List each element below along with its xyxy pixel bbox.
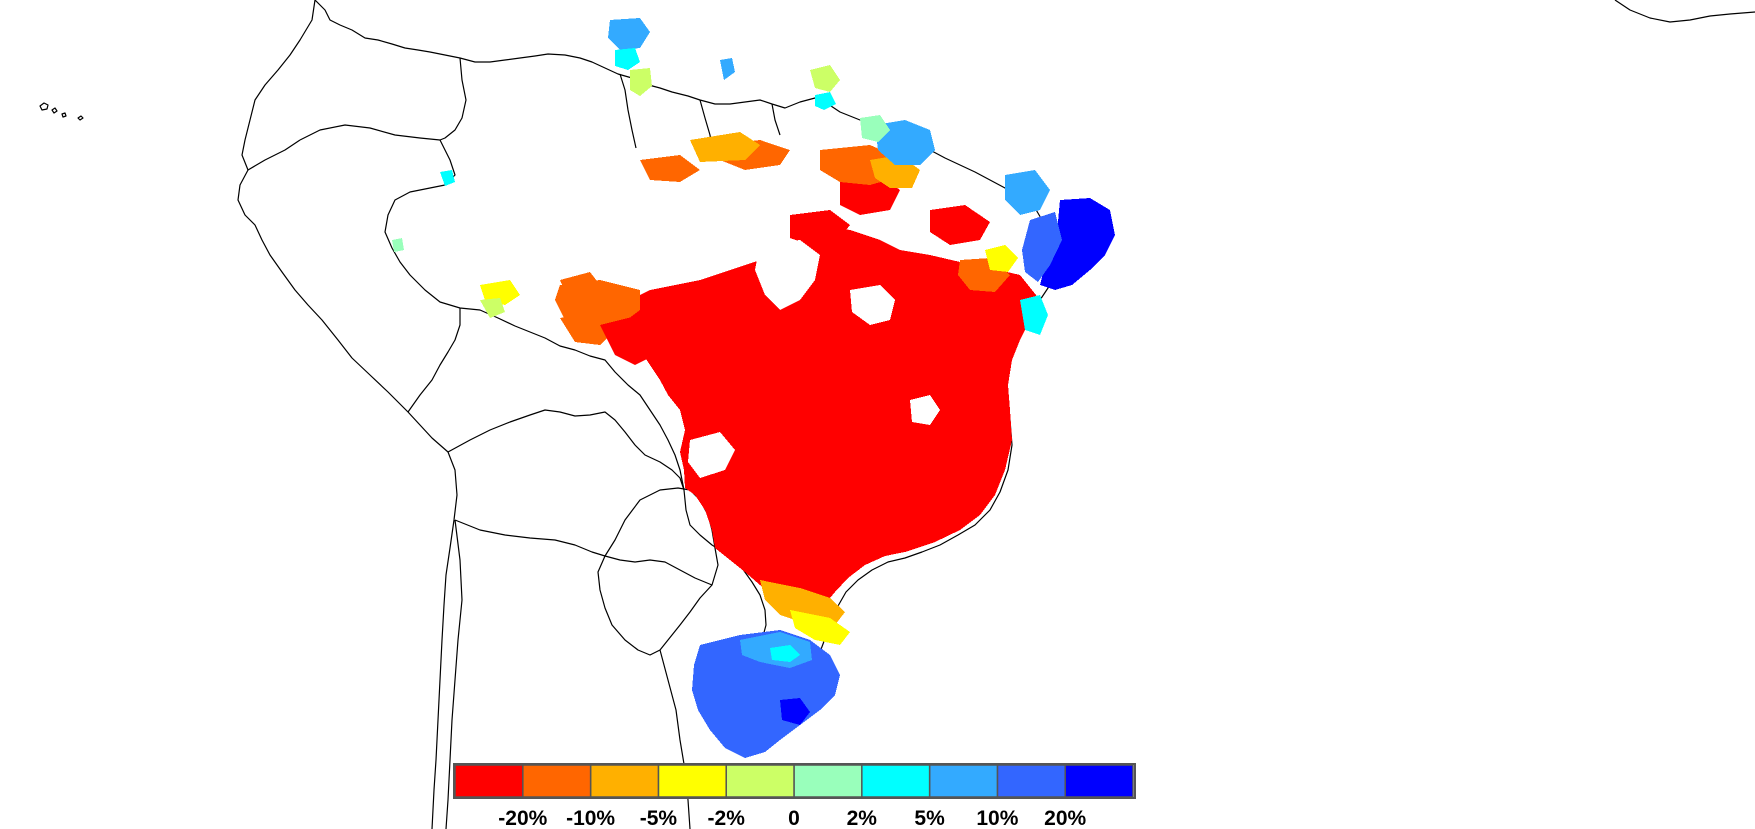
field-red-north2 (840, 175, 900, 215)
field-yellow-ne (985, 245, 1018, 272)
field-red-north (790, 210, 850, 245)
field-yellowgreen-guyana (630, 68, 652, 96)
brazil-west-border (384, 139, 767, 745)
field-yellow-band (790, 610, 850, 645)
field-darkblue-south (780, 698, 810, 725)
french-guiana-border (771, 103, 781, 136)
field-red-ne (930, 205, 990, 245)
legend-label: 20% (1044, 807, 1086, 829)
field-white-hole-1 (755, 240, 820, 310)
legend-label: 10% (976, 807, 1018, 829)
color-legend: -20% -10% -5% -2% 0 2% 5% 10% 20% (453, 763, 1136, 829)
ecuador-border (247, 139, 301, 171)
field-cyan-amazon (440, 170, 455, 186)
field-white-hole-2 (850, 285, 895, 325)
legend-swatch (793, 764, 863, 798)
field-yellowgreen-amazon (480, 298, 505, 318)
legend-label: -5% (640, 807, 678, 829)
paraguay-border (597, 487, 719, 656)
guyana-border (619, 73, 637, 149)
country-borders (39, 0, 1755, 829)
field-lightblue-ne (1005, 170, 1050, 215)
field-orange-amazon-2 (640, 155, 700, 182)
field-cyan-guyana (615, 48, 640, 70)
colombia-peru-border (299, 124, 441, 141)
field-cyan-south (770, 645, 800, 662)
galapagos-islands (39, 102, 84, 121)
argentina-border (445, 519, 463, 829)
field-blue-ne (1040, 198, 1115, 290)
legend-swatch (725, 764, 795, 798)
field-orange-amazon-3 (560, 272, 600, 295)
field-midblue-ne (1022, 212, 1062, 282)
field-yellowgreen-amapa (810, 65, 840, 92)
field-orange-amazon-1 (690, 132, 760, 162)
field-yellow-amazon (480, 280, 520, 305)
legend-swatch (861, 764, 931, 798)
bolivia-border (447, 409, 685, 491)
west-coastline (237, 0, 458, 829)
field-orange-acre (560, 312, 615, 345)
legend-swatch (996, 764, 1066, 798)
legend-label: 5% (914, 807, 945, 829)
legend-swatch (657, 764, 727, 798)
field-cyan-ne (1020, 295, 1048, 335)
africa-coastline (1614, 0, 1755, 23)
field-lightblue-north (875, 120, 935, 165)
legend-label: -20% (498, 807, 547, 829)
legend-swatch (522, 764, 592, 798)
legend-swatch (589, 764, 660, 798)
field-yellow-south (760, 580, 845, 625)
legend-frame (453, 763, 1136, 799)
legend-label: -2% (708, 807, 746, 829)
legend-label: 0 (788, 807, 800, 829)
field-white-hole-4 (910, 395, 940, 425)
legend-label: 2% (847, 807, 878, 829)
argentina-east-border (659, 649, 691, 829)
legend-swatch (454, 764, 524, 798)
venezuela-border (439, 57, 467, 141)
bolivia-south-border (454, 519, 713, 586)
legend-swatch (928, 764, 999, 798)
field-blue-guyana (608, 18, 650, 50)
legend-label: -10% (566, 807, 615, 829)
peru-bolivia-border (407, 308, 461, 413)
legend-swatch (1064, 764, 1134, 798)
field-cyan-amapa (815, 92, 836, 110)
field-red (620, 225, 1040, 606)
field-lightgreen-north (860, 115, 890, 142)
field-red-west (600, 315, 660, 365)
field-blue-guyana-2 (720, 58, 735, 80)
field-white-hole-3 (688, 432, 735, 478)
field-cyan-amazon-2 (392, 238, 404, 252)
precipitation-field (392, 18, 1115, 758)
